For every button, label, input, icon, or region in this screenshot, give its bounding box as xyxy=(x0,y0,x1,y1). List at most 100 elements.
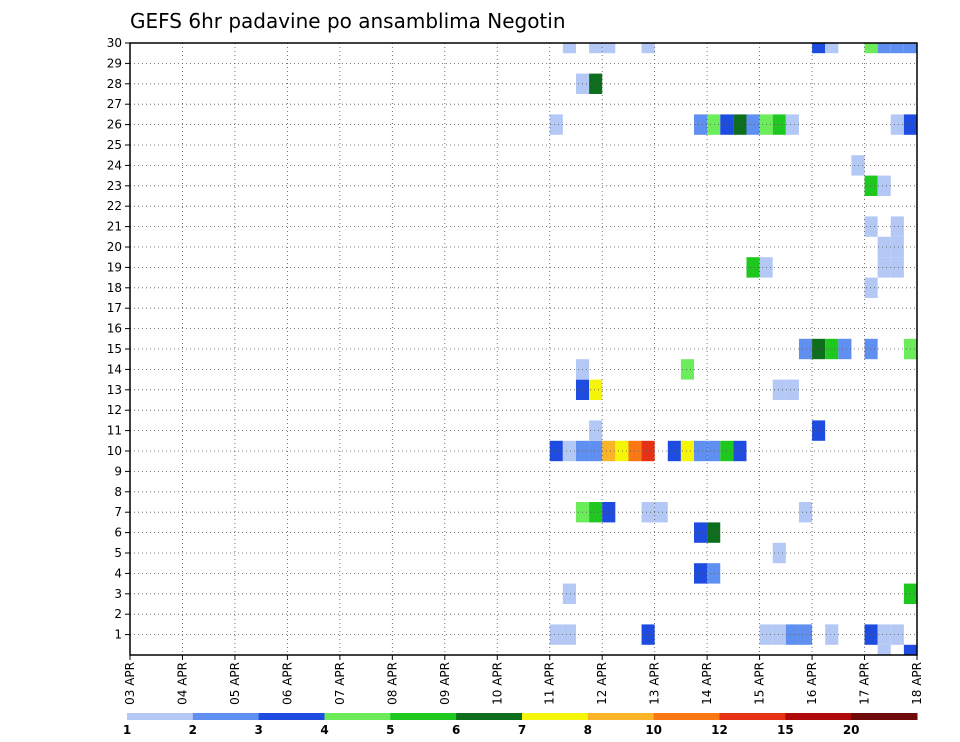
heatmap-cell xyxy=(694,522,708,543)
y-tick-label: 28 xyxy=(107,77,122,91)
heatmap-cell xyxy=(772,542,786,564)
heatmap-cell xyxy=(772,114,786,135)
heatmap-cell xyxy=(864,216,878,237)
y-tick-label: 25 xyxy=(107,138,122,152)
heatmap-cell xyxy=(589,43,603,54)
y-tick-label: 18 xyxy=(107,281,122,295)
y-tick-label: 16 xyxy=(107,322,122,336)
heatmap-cell xyxy=(798,624,813,645)
heatmap-cell xyxy=(549,114,563,135)
heatmap-cell xyxy=(864,43,878,54)
grid-lines xyxy=(130,43,917,655)
colorbar-swatch xyxy=(324,713,391,720)
colorbar-swatch xyxy=(653,713,720,720)
colorbar-swatch xyxy=(390,713,457,720)
x-tick-label: 10 APR xyxy=(490,662,504,705)
heatmap-cell xyxy=(903,43,917,54)
y-tick-label: 22 xyxy=(107,199,122,213)
heatmap-cell xyxy=(825,43,839,54)
y-tick-label: 13 xyxy=(107,383,122,397)
y-tick-label: 3 xyxy=(114,587,122,601)
heatmap-cell xyxy=(589,502,603,523)
heatmap-cell xyxy=(838,338,852,360)
y-tick-label: 11 xyxy=(107,424,122,438)
x-tick-label: 04 APR xyxy=(175,662,189,705)
y-tick-label: 6 xyxy=(114,526,122,540)
y-tick-label: 30 xyxy=(107,36,122,50)
heatmap-cell xyxy=(890,236,904,258)
colorbar-swatch xyxy=(587,713,655,720)
heatmap-cell xyxy=(707,114,721,135)
y-tick-label: 29 xyxy=(107,56,122,70)
heatmap-cell xyxy=(772,624,786,645)
y-tick-label: 1 xyxy=(114,628,122,642)
heatmap-cell xyxy=(602,502,616,523)
heatmap-cell xyxy=(890,257,904,278)
colorbar-swatch xyxy=(719,713,786,720)
heatmap-cell xyxy=(589,420,603,441)
heatmap-cell xyxy=(746,114,760,135)
heatmap-cell xyxy=(864,277,878,298)
y-axis: 1234567891011121314151617181920212223242… xyxy=(107,36,130,642)
x-tick-label: 14 APR xyxy=(700,662,714,705)
heatmap-cell xyxy=(707,563,721,584)
heatmap-cell xyxy=(641,624,655,645)
colorbar-swatch xyxy=(522,713,589,720)
heatmap-cell xyxy=(812,43,826,54)
heatmap-cell xyxy=(602,43,616,54)
heatmap-cell xyxy=(890,43,904,54)
x-tick-label: 17 APR xyxy=(858,662,872,705)
colorbar-label: 8 xyxy=(584,723,592,737)
x-tick-label: 07 APR xyxy=(333,662,347,705)
colorbar-label: 4 xyxy=(320,723,328,737)
heatmap-cell xyxy=(641,43,655,54)
heatmap-cell xyxy=(733,114,747,135)
y-tick-label: 7 xyxy=(114,505,122,519)
heatmap-cell xyxy=(798,502,813,523)
y-tick-label: 17 xyxy=(107,301,122,315)
heatmap-cell xyxy=(785,379,799,400)
heatmap-cell xyxy=(694,440,708,462)
heatmap-cell xyxy=(877,43,891,54)
heatmap-cell xyxy=(562,43,576,54)
x-tick-label: 15 APR xyxy=(753,662,767,705)
colorbar-label: 1 xyxy=(123,723,131,737)
heatmap-cell xyxy=(825,624,839,645)
heatmap-cell xyxy=(877,257,891,278)
y-tick-label: 14 xyxy=(107,362,122,376)
x-tick-label: 12 APR xyxy=(595,662,609,705)
colorbar-label: 5 xyxy=(386,723,394,737)
x-tick-label: 13 APR xyxy=(648,662,662,705)
heatmap-cell xyxy=(903,644,917,655)
heatmap-cell xyxy=(707,440,721,462)
y-tick-label: 9 xyxy=(114,464,122,478)
colorbar-swatch xyxy=(785,713,852,720)
y-tick-label: 21 xyxy=(107,220,122,234)
heatmap-cell xyxy=(615,440,629,462)
colorbar-swatch xyxy=(456,713,523,720)
heatmap-cell xyxy=(562,583,576,604)
heatmap-cell xyxy=(641,502,655,523)
y-tick-label: 27 xyxy=(107,97,122,111)
heatmap-cell xyxy=(707,522,721,543)
colorbar-swatch xyxy=(851,713,918,720)
colorbar-label: 2 xyxy=(189,723,197,737)
x-tick-label: 06 APR xyxy=(280,662,294,705)
colorbar-label: 3 xyxy=(254,723,262,737)
y-tick-label: 26 xyxy=(107,118,122,132)
x-tick-label: 16 APR xyxy=(805,662,819,705)
colorbar-swatch xyxy=(258,713,325,720)
heatmap-cell xyxy=(549,440,563,462)
colorbar-label: 12 xyxy=(711,723,728,737)
heatmap-cell xyxy=(877,624,891,645)
heatmap-cell xyxy=(602,440,616,462)
heatmap-cell xyxy=(877,236,891,258)
chart-title: GEFS 6hr padavine po ansamblima Negotin xyxy=(130,9,566,33)
y-tick-label: 24 xyxy=(107,158,122,172)
colorbar-label: 10 xyxy=(645,723,662,737)
y-tick-label: 12 xyxy=(107,403,122,417)
heatmap-cell xyxy=(890,624,904,645)
y-tick-label: 20 xyxy=(107,240,122,254)
colorbar-label: 20 xyxy=(843,723,860,737)
x-tick-label: 18 APR xyxy=(910,662,924,705)
